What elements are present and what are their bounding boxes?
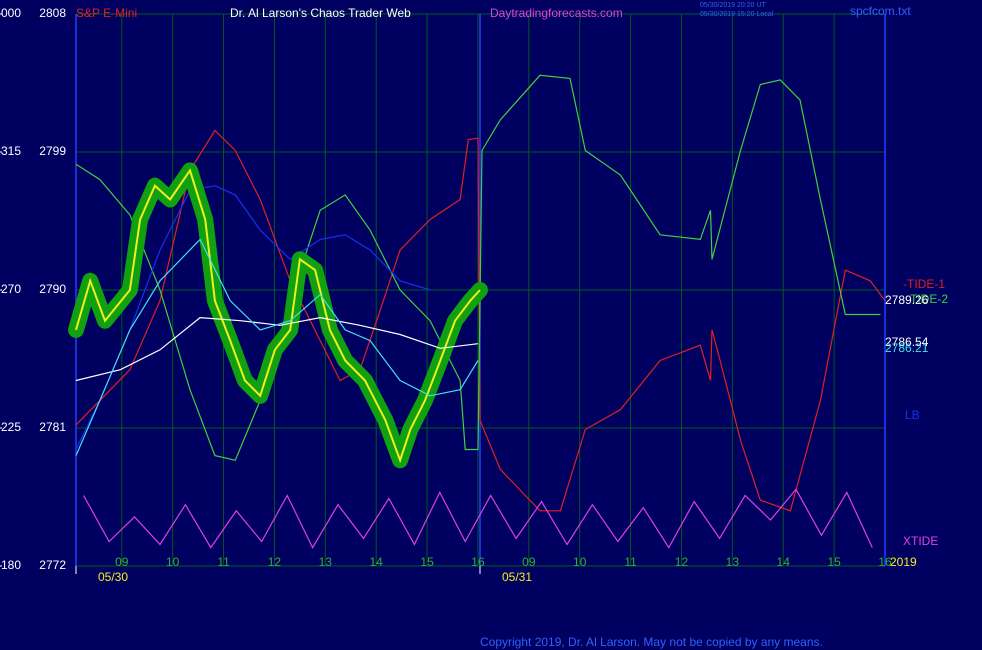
x-tick-label: 13 xyxy=(319,555,333,569)
legend-entry: -TIDE-1 xyxy=(903,277,945,291)
series-line xyxy=(75,238,479,456)
legend-entry: TIDE-2 xyxy=(910,292,948,306)
date-label: 05/31 xyxy=(502,570,532,584)
y-tick-label: 2790 xyxy=(39,282,66,296)
series-line xyxy=(75,185,431,450)
chart-title: Dr. Al Larson's Chaos Trader Web xyxy=(230,6,411,20)
x-tick-label: 12 xyxy=(675,555,689,569)
y2-tick-label: 225 xyxy=(1,420,21,434)
timestamp: 05/30/2019 20:20 UT xyxy=(700,2,766,9)
file-name: spcfcom.txt xyxy=(850,4,911,18)
website: Daytradingforecasts.com xyxy=(490,6,623,20)
x-tick-label: 10 xyxy=(166,555,180,569)
x-tick-label: 09 xyxy=(522,555,536,569)
x-tick-label: 15 xyxy=(827,555,841,569)
x-tick-label: 13 xyxy=(726,555,740,569)
legend-entry: XTIDE xyxy=(903,534,938,548)
series-line xyxy=(83,488,873,549)
value-annotation: 2789.26 xyxy=(885,293,929,307)
value-annotation: 2786.21 xyxy=(885,341,929,355)
y2-tick-label: 315 xyxy=(1,144,21,158)
y-tick-label: 2799 xyxy=(39,144,66,158)
x-tick-label: 14 xyxy=(370,555,384,569)
year: 2019 xyxy=(890,555,917,569)
series-line xyxy=(75,168,481,464)
series-line xyxy=(75,316,479,382)
series-lines xyxy=(68,74,886,549)
y2-tick-label: 000 xyxy=(1,6,21,20)
instrument: S&P E-Mini xyxy=(76,6,137,20)
legend-entry: LB xyxy=(905,408,920,422)
y-tick-label: 2808 xyxy=(39,6,66,20)
date-label: 05/30 xyxy=(98,570,128,584)
labels: 2772 2781 2790 2799 2808 180 225 270 315 000 09 10 1… xyxy=(0,6,948,584)
x-tick-label: 16 xyxy=(878,555,892,569)
x-tick-label: 11 xyxy=(217,555,230,569)
y2-tick-label: 270 xyxy=(1,282,21,296)
timestamp: 05/30/2019 15:20 Local xyxy=(700,11,774,18)
x-tick-label: 09 xyxy=(115,555,129,569)
y-tick-label: 2781 xyxy=(39,420,66,434)
x-tick-label: 15 xyxy=(420,555,434,569)
copyright: Copyright 2019, Dr. Al Larson. May not b… xyxy=(480,635,823,649)
y2-tick-label: 180 xyxy=(1,558,21,572)
y-tick-label: 2772 xyxy=(39,558,66,572)
value-annotation: 2786.54 xyxy=(885,335,929,349)
x-tick-label: 16 xyxy=(471,555,485,569)
series-line xyxy=(75,129,886,512)
x-tick-label: 10 xyxy=(573,555,587,569)
x-tick-label: 14 xyxy=(777,555,791,569)
x-tick-label: 11 xyxy=(624,555,637,569)
x-tick-label: 12 xyxy=(268,555,282,569)
